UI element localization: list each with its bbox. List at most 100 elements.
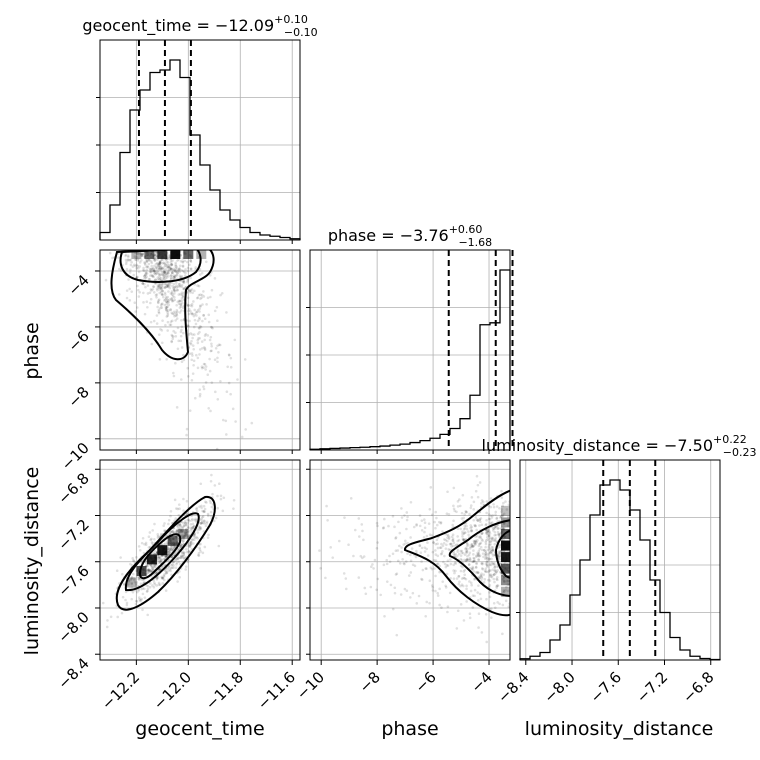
scatter-point — [190, 527, 194, 531]
scatter-point — [160, 292, 164, 296]
scatter-point — [180, 554, 183, 558]
scatter-point — [438, 587, 441, 591]
scatter-point — [153, 270, 157, 274]
scatter-point — [471, 565, 475, 569]
scatter-point — [152, 285, 155, 288]
scatter-point — [211, 492, 214, 496]
histograms-layer — [99, 59, 721, 661]
scatter-point — [168, 549, 171, 553]
scatter-point — [158, 284, 161, 288]
scatter-point — [472, 500, 476, 504]
scatter-point — [149, 269, 152, 273]
scatter-point — [454, 552, 457, 556]
scatter-point — [487, 517, 491, 521]
scatter-point — [157, 555, 161, 559]
scatter-point — [488, 584, 492, 587]
scatter-point — [175, 284, 178, 287]
scatter-point — [172, 374, 176, 378]
scatter-point — [372, 567, 375, 570]
scatter-point — [124, 258, 128, 262]
scatter-point — [497, 532, 500, 536]
scatter-point — [497, 533, 501, 537]
scatter-point — [129, 258, 132, 262]
scatter-point — [423, 526, 427, 530]
scatter-point — [486, 565, 489, 568]
scatter-point — [158, 556, 162, 559]
scatter-point — [169, 566, 173, 570]
scatter-point — [408, 553, 412, 557]
scatter-point — [202, 313, 205, 317]
scatter-point — [178, 283, 181, 286]
scatter-point — [488, 517, 492, 521]
scatter-point — [493, 564, 497, 567]
scatter-point — [206, 334, 210, 337]
scatter-point — [495, 586, 499, 589]
density-cell — [501, 505, 510, 516]
scatter-point — [477, 626, 480, 629]
scatter-point — [183, 533, 187, 537]
scatter-point — [485, 539, 488, 542]
scatter-point — [486, 529, 490, 533]
scatter-point — [459, 603, 463, 606]
scatter-point — [176, 300, 180, 304]
scatter-point — [198, 392, 202, 396]
scatter-point — [457, 582, 461, 586]
scatter-point — [221, 509, 225, 513]
scatter-point — [176, 347, 180, 351]
scatter-point — [132, 559, 136, 563]
xtick-label-phase: −4 — [467, 668, 495, 696]
scatter-point — [154, 262, 158, 266]
density-cell — [126, 577, 137, 588]
scatter-point — [477, 558, 480, 561]
scatter-point — [190, 378, 194, 382]
scatter-point — [124, 254, 127, 258]
scatter-point — [141, 282, 145, 285]
scatter-point — [210, 473, 213, 477]
scatter-point — [174, 314, 178, 317]
scatter-point — [202, 295, 206, 298]
scatter-point — [181, 306, 185, 310]
scatter-point — [147, 262, 151, 266]
scatter-point — [169, 548, 173, 551]
scatter-point — [502, 526, 506, 530]
scatter-point — [360, 523, 364, 526]
scatter-point — [489, 551, 492, 554]
scatter-point — [476, 551, 479, 555]
scatter-point — [456, 527, 460, 531]
frames-layer — [99, 39, 721, 661]
scatter-point — [185, 528, 188, 531]
scatter-point — [162, 295, 165, 299]
scatter-point — [419, 551, 423, 555]
scatter-point — [181, 540, 185, 543]
scatter-point — [152, 285, 156, 289]
scatter-point — [495, 516, 499, 520]
scatter-point — [486, 529, 490, 532]
scatter-point — [203, 519, 206, 523]
scatter-point — [144, 263, 147, 266]
scatter-point — [167, 257, 171, 260]
scatter-point — [472, 559, 476, 563]
scatter-point — [492, 527, 495, 530]
scatter-point — [457, 552, 461, 556]
scatter-point — [203, 347, 207, 350]
scatter-point — [175, 563, 178, 566]
scatter-point — [135, 275, 139, 279]
scatter-point — [445, 563, 449, 567]
scatter-point — [489, 542, 492, 546]
scatter-point — [129, 562, 132, 566]
scatter-point — [163, 572, 167, 576]
scatter-point — [447, 547, 450, 551]
scatter-point — [178, 523, 181, 527]
scatter-point — [150, 564, 153, 568]
scatter-point — [179, 309, 183, 312]
scatter-point — [170, 263, 174, 266]
scatter-point — [178, 284, 182, 288]
scatter-point — [174, 558, 178, 561]
scatter-point — [162, 275, 166, 278]
scatter-point — [404, 542, 407, 545]
scatter-point — [183, 535, 186, 538]
scatter-point — [471, 567, 475, 570]
scatter-point — [435, 523, 439, 527]
scatter-point — [477, 544, 481, 548]
scatter-point — [440, 542, 443, 546]
